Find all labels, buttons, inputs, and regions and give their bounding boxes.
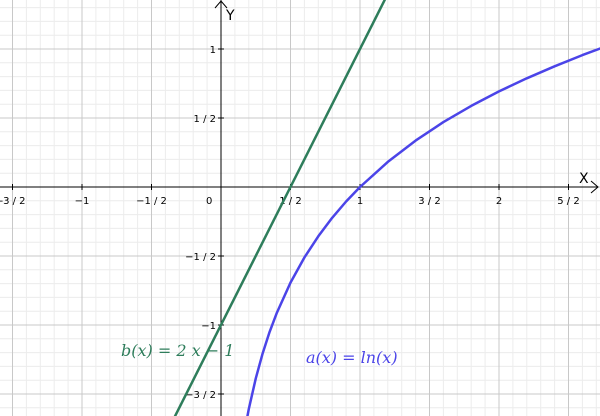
y-axis-arrow — [214, 0, 228, 9]
origin-label: 0 — [206, 196, 212, 207]
x-tick-label: −1 / 2 — [136, 196, 167, 207]
x-tick-label: 1 — [357, 196, 363, 207]
y-tick-label: 1 / 2 — [194, 114, 216, 125]
series-label-a: a(x) = ln(x) — [306, 348, 398, 367]
x-tick-label: 3 / 2 — [418, 196, 440, 207]
series-label-b: b(x) = 2 x − 1 — [121, 341, 234, 360]
x-axis-label: X — [579, 171, 589, 187]
y-tick-labels: 1 1 / 2 −1 / 2 −1 −3 / 2 — [185, 45, 224, 401]
function-curves — [173, 0, 600, 416]
x-tick-label: -3 / 2 — [0, 196, 26, 207]
y-tick-label: 1 — [210, 45, 216, 56]
x-tick-label: 1 / 2 — [279, 196, 301, 207]
y-tick-label: −1 / 2 — [185, 252, 216, 263]
series-line-b — [173, 0, 387, 416]
x-tick-label: −1 — [75, 196, 90, 207]
x-tick-label: 5 / 2 — [557, 196, 579, 207]
y-tick-label: −1 — [201, 321, 216, 332]
y-axis-label: Y — [225, 8, 235, 24]
series-line-a — [246, 47, 600, 416]
x-axis-arrow — [590, 180, 599, 194]
x-tick-label: 2 — [496, 196, 502, 207]
y-tick-label: −3 / 2 — [185, 390, 216, 401]
